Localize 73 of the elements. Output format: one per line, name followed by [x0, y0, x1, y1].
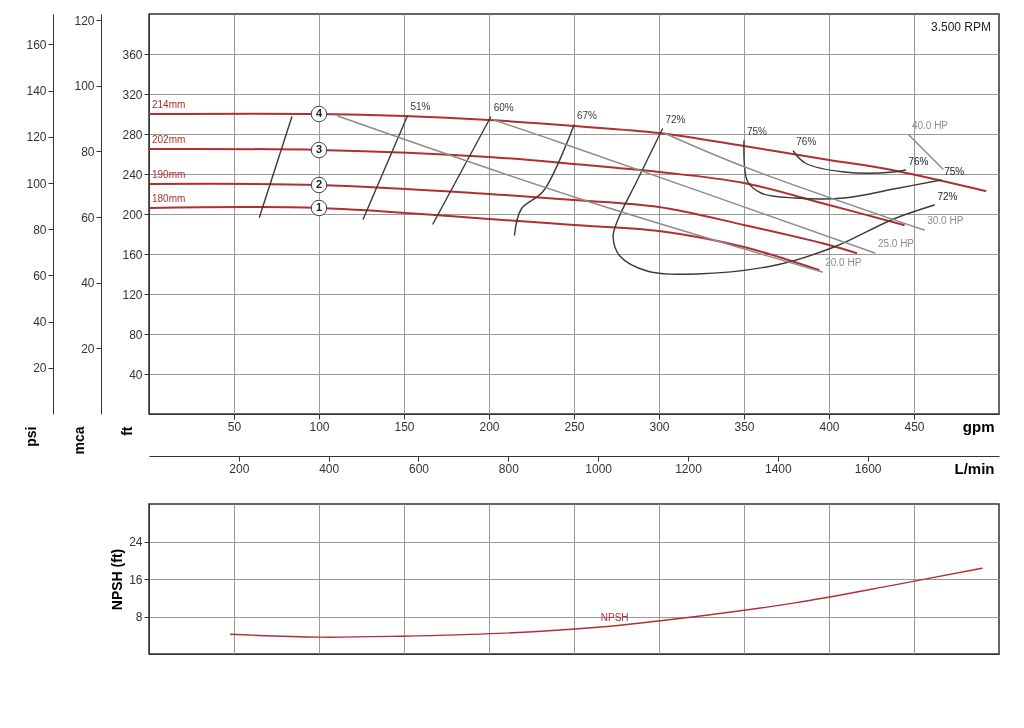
line-series: [229, 567, 983, 638]
y3-tick-label: 40: [33, 315, 47, 330]
series-label: 60%: [493, 102, 514, 113]
y-tick-label: 120: [122, 287, 143, 302]
annotation: 75%: [944, 166, 965, 177]
x-tick-label: 250: [564, 419, 585, 434]
series-label: 190mm: [152, 169, 186, 180]
series-label: NPSH: [600, 612, 629, 624]
y-tick-label: 240: [122, 167, 143, 182]
y-tick-label: 320: [122, 87, 143, 102]
x-tick-label: 450: [904, 419, 925, 434]
y2-tick-label: 120: [74, 13, 95, 28]
y-tick-label: 40: [129, 367, 143, 382]
series-label: 76%: [796, 136, 817, 147]
x-tick-label: 350: [734, 419, 755, 434]
x2-tick-label: 800: [498, 461, 520, 476]
x-tick-label: 150: [394, 419, 415, 434]
x-tick-label: 100: [309, 419, 330, 434]
series-label: 30.0 HP: [927, 215, 964, 226]
x-tick-label: 200: [479, 419, 500, 434]
series-label: 67%: [577, 110, 598, 121]
y3-tick-label: 80: [33, 222, 47, 237]
annotation: 2: [315, 178, 323, 190]
series-label: 202mm: [152, 134, 186, 145]
x-axis-title: gpm: [962, 417, 995, 435]
y-tick-label: 80: [129, 327, 143, 342]
annotation: 4: [315, 107, 323, 119]
x2-tick-label: 600: [408, 461, 430, 476]
y3-axis-title: psi: [22, 426, 39, 447]
x2-tick-label: 1000: [585, 461, 613, 476]
y-tick-label: 24: [129, 535, 143, 549]
line-series: [792, 150, 907, 174]
annotation: 72%: [937, 191, 958, 202]
series-label: 214mm: [152, 99, 186, 110]
y-tick-label: 16: [129, 572, 143, 587]
y3-tick-label: 140: [26, 84, 47, 99]
x2-tick-label: 1400: [764, 461, 792, 476]
x-tick-label: 300: [649, 419, 670, 434]
y3-tick-label: 160: [26, 37, 47, 52]
annotation: 3.500 RPM: [930, 20, 991, 34]
x2-tick-label: 200: [229, 461, 250, 476]
series-label: 180mm: [152, 193, 186, 204]
x2-tick-label: 1200: [675, 461, 703, 476]
y2-tick-label: 40: [81, 276, 95, 291]
y3-tick-label: 120: [26, 130, 47, 145]
y-tick-label: 280: [122, 127, 143, 142]
annotation: 3: [315, 143, 323, 155]
x2-tick-label: 400: [319, 461, 340, 476]
y-axis-title: ft: [118, 426, 135, 436]
y3-tick-label: 20: [33, 361, 47, 376]
series-label: 25.0 HP: [877, 238, 915, 249]
series-label: 51%: [410, 101, 431, 112]
y-tick-label: 200: [122, 207, 143, 222]
x2-axis-title: L/min: [954, 459, 995, 477]
y3-tick-label: 100: [26, 176, 47, 191]
line-series: [513, 124, 575, 236]
annotation: 1: [315, 201, 323, 213]
annotation: 76%: [908, 156, 929, 167]
y-tick-label: 8: [135, 610, 143, 624]
x-tick-label: 400: [819, 419, 840, 434]
y3-tick-label: 60: [33, 268, 47, 283]
y-tick-label: 160: [122, 247, 143, 262]
y2-axis-title: mca: [70, 426, 87, 455]
y2-tick-label: 80: [81, 144, 95, 159]
y-axis-title: NPSH (ft): [109, 548, 126, 611]
series-label: 72%: [665, 114, 686, 125]
y2-tick-label: 100: [74, 79, 95, 94]
y-tick-label: 360: [122, 47, 143, 62]
series-label: 75%: [747, 126, 768, 137]
y2-tick-label: 20: [81, 341, 95, 356]
y2-tick-label: 60: [81, 210, 95, 225]
x2-tick-label: 1600: [854, 461, 882, 476]
x-tick-label: 50: [227, 419, 242, 434]
